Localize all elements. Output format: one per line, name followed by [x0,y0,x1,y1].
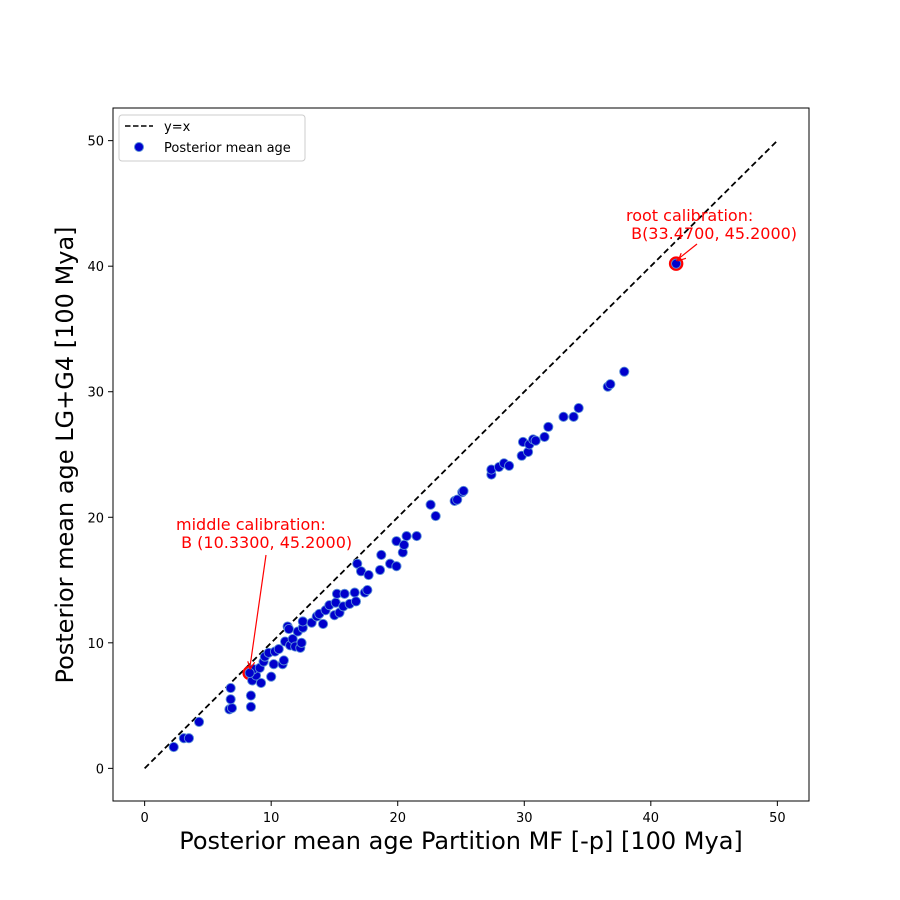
annotations: middle calibration: B (10.3300, 45.2000)… [176,206,797,552]
data-point [504,460,515,471]
root-calibration-label-line1: root calibration: [626,206,753,225]
x-tick-label: 0 [140,811,148,826]
data-point [530,435,541,446]
data-point [568,411,579,422]
root-calibration-label-line2: B(33.4700, 45.2000) [626,224,797,243]
x-axis-title: Posterior mean age Partition MF [-p] [10… [179,827,743,855]
annotation-arrowhead-middle [247,661,256,671]
y-tick-label: 10 [87,637,104,652]
data-point [362,585,373,596]
data-point [350,596,362,607]
y-tick-label: 30 [87,386,104,401]
data-point [244,667,255,678]
data-point [374,564,386,576]
y-tick-label: 50 [87,135,104,150]
data-point [558,411,569,422]
data-point [296,637,307,648]
data-point [225,682,236,694]
data-point [194,716,205,727]
data-point [283,623,294,635]
data-point [363,569,374,581]
data-point [183,733,194,744]
x-tick-label: 30 [516,811,533,826]
data-point [619,366,630,377]
data-point [539,431,550,442]
axis-ticks: 0 10 20 30 40 50 0 10 20 30 40 50 [87,135,785,826]
data-point [318,618,329,630]
data-point [273,644,284,655]
data-point [256,677,267,689]
data-point [391,561,402,572]
data-point [168,741,179,753]
y-tick-label: 20 [87,511,104,526]
data-point [349,587,360,598]
data-point [339,588,350,599]
data-point [399,539,410,550]
x-tick-label: 50 [769,811,786,826]
legend: y=x Posterior mean age [118,114,306,162]
data-point [376,549,387,560]
data-point [458,485,469,496]
data-point [401,531,412,542]
plot-frame [112,107,810,802]
data-point [245,701,256,712]
legend-points-label: Posterior mean age [164,141,291,156]
data-point [671,258,682,269]
data-point [411,531,422,542]
x-tick-label: 10 [263,811,280,826]
data-point [278,655,289,666]
y-tick-label: 0 [96,762,104,777]
legend-point-swatch [134,142,144,152]
data-point [268,659,279,670]
data-point [573,402,584,414]
y-axis-title: Posterior mean age LG+G4 [100 Mya] [51,226,79,683]
legend-box [118,114,306,162]
data-point [425,499,436,510]
data-point [452,494,463,505]
y-tick-label: 40 [87,260,104,275]
data-point [225,694,236,705]
x-tick-label: 20 [389,811,406,826]
middle-calibration-label-line2: B (10.3300, 45.2000) [176,533,352,552]
legend-line-label: y=x [164,120,191,135]
data-point [245,690,256,701]
data-point [543,421,554,432]
data-point [430,510,441,522]
annotation-arrow-middle [249,554,267,670]
plot-area [144,140,778,769]
x-tick-label: 40 [643,811,660,826]
data-point [297,616,308,627]
middle-calibration-label-line1: middle calibration: [176,515,326,534]
reference-line-y-equals-x [144,140,778,769]
data-point [226,703,238,714]
data-point [605,379,616,390]
annotation-arrowhead-root [677,252,687,262]
data-point [266,671,277,682]
